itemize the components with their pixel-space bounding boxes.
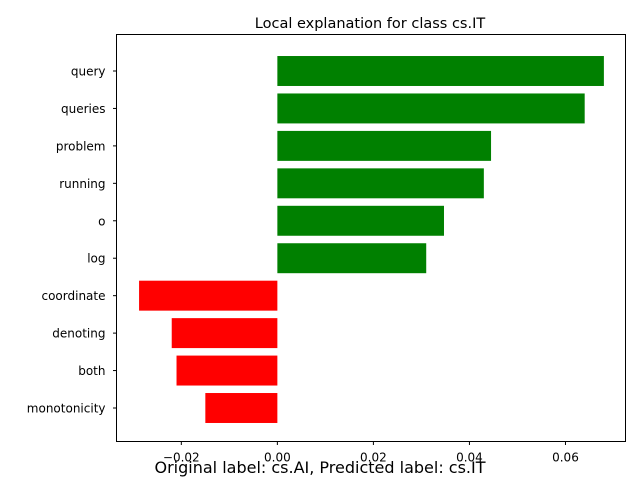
x-tick-label: −0.02 bbox=[163, 451, 200, 465]
y-tick-label: o bbox=[98, 214, 105, 228]
bar-queries bbox=[277, 93, 585, 124]
bar-coordinate bbox=[139, 280, 278, 311]
x-tick-label: 0.00 bbox=[264, 451, 291, 465]
x-tick-label: 0.04 bbox=[456, 451, 483, 465]
x-tick-label: 0.02 bbox=[360, 451, 387, 465]
y-tick-label: monotonicity bbox=[27, 402, 106, 416]
y-tick-label: queries bbox=[61, 102, 106, 116]
y-tick-label: running bbox=[59, 177, 105, 191]
chart-title: Local explanation for class cs.IT bbox=[255, 16, 486, 32]
bar-o bbox=[277, 205, 444, 236]
y-tick-label: query bbox=[71, 65, 106, 79]
prediction-caption: Original label: cs.AI, Predicted label: … bbox=[154, 458, 486, 477]
bar-denoting bbox=[171, 318, 278, 349]
bar-both bbox=[176, 355, 278, 386]
y-tick-label: denoting bbox=[52, 327, 105, 341]
y-tick-label: coordinate bbox=[41, 289, 105, 303]
y-tick-label: both bbox=[78, 364, 105, 378]
bars bbox=[139, 56, 604, 423]
bar-running bbox=[277, 168, 484, 199]
y-tick-label: log bbox=[87, 252, 105, 266]
bar-query bbox=[277, 56, 604, 86]
bar-problem bbox=[277, 130, 492, 161]
y-axis-ticks: query queries problem running o log coordinate… bbox=[27, 65, 117, 416]
x-tick-label: 0.06 bbox=[552, 451, 579, 465]
y-tick-label: problem bbox=[56, 139, 106, 153]
bar-log bbox=[277, 243, 427, 274]
x-axis-ticks: −0.02 0.00 0.02 0.04 0.06 bbox=[163, 441, 579, 465]
bar-monotonicity bbox=[205, 393, 278, 423]
plot-frame bbox=[116, 34, 626, 442]
